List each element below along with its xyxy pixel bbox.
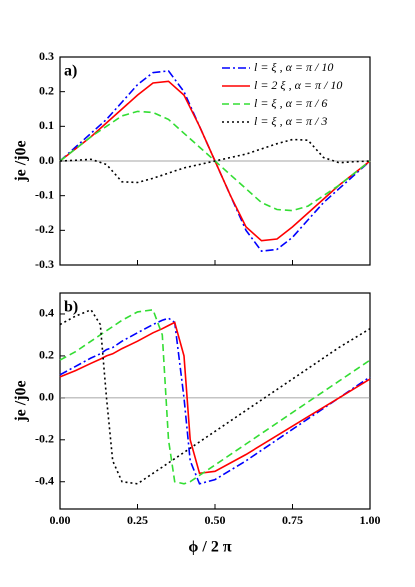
y-tick-label: 0.1 (39, 118, 54, 132)
y-tick-label: 0.4 (39, 306, 54, 320)
plot-frame (59, 292, 371, 510)
x-tick-label: 0.00 (50, 513, 71, 527)
y-tick-label: 0.2 (39, 348, 54, 362)
y-tick-label: -0.4 (35, 473, 54, 487)
y-tick-label: -0.2 (35, 432, 54, 446)
legend-label: l = ξ , α = π / 10 (254, 60, 333, 74)
y-tick-label: -0.3 (35, 257, 54, 271)
y-tick-label: -0.1 (35, 187, 54, 201)
y-tick-label: -0.2 (35, 222, 54, 236)
y-tick-label: 0.2 (39, 83, 54, 97)
series-line (59, 138, 371, 184)
series-line (59, 308, 371, 485)
panel-label: b) (64, 299, 78, 316)
y-tick-label: 0.0 (39, 153, 54, 167)
x-tick-label: 0.75 (282, 513, 303, 527)
panel-label: a) (64, 63, 77, 80)
series-line (59, 308, 371, 485)
series-line (59, 317, 371, 485)
y-tick-label: 0.3 (39, 49, 54, 63)
y-tick-label: 0.0 (39, 390, 54, 404)
y-axis-label: je /j0e (13, 140, 30, 182)
x-tick-label: 0.50 (205, 513, 226, 527)
x-tick-label: 1.00 (360, 513, 381, 527)
x-tick-label: 0.25 (127, 513, 148, 527)
y-axis-label: je /j0e (13, 380, 30, 422)
x-axis-label: ϕ / 2 π (188, 539, 231, 556)
legend-label: l = 2 ξ , α = π / 10 (254, 78, 342, 92)
legend-label: l = ξ , α = π / 6 (254, 96, 327, 110)
legend-label: l = ξ , α = π / 3 (254, 114, 327, 128)
